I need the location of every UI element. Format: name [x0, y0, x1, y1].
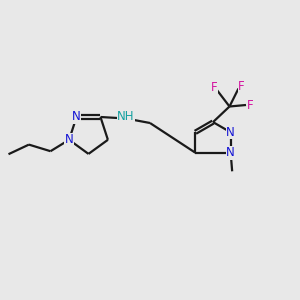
Text: N: N [226, 126, 235, 139]
Text: F: F [238, 80, 245, 93]
Text: N: N [72, 110, 81, 124]
Text: N: N [226, 146, 235, 159]
Text: NH: NH [117, 110, 135, 124]
Text: F: F [247, 98, 254, 112]
Text: F: F [211, 81, 217, 94]
Text: N: N [65, 133, 74, 146]
